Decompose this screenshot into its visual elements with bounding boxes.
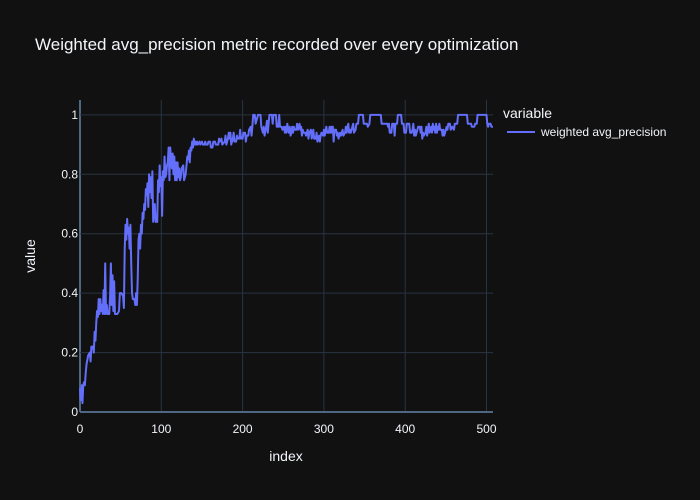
y-tick-label: 1 — [71, 108, 78, 122]
legend-label: weighted avg_precision — [540, 125, 666, 139]
x-tick-label: 400 — [395, 422, 415, 436]
y-tick-label: 0.4 — [61, 286, 78, 300]
y-tick-labels: 0 0.2 0.4 0.6 0.8 1 — [61, 108, 78, 419]
x-axis-title: index — [269, 448, 302, 464]
x-gridlines — [79, 100, 487, 412]
plot-area — [80, 100, 493, 412]
y-tick-label: 0 — [71, 405, 78, 419]
x-tick-label: 100 — [151, 422, 171, 436]
y-axis-title: value — [22, 239, 38, 273]
series-line-0[interactable] — [79, 113, 493, 405]
legend-title: variable — [503, 105, 552, 121]
y-tick-label: 0.6 — [61, 227, 78, 241]
x-tick-labels: 0 100 200 300 400 500 — [77, 422, 497, 436]
y-tick-label: 0.2 — [61, 346, 78, 360]
x-tick-label: 0 — [77, 422, 84, 436]
x-tick-label: 300 — [314, 422, 334, 436]
legend[interactable]: variable weighted avg_precision — [503, 105, 666, 139]
x-tick-label: 200 — [233, 422, 253, 436]
series-layer — [79, 113, 493, 405]
x-tick-label: 500 — [476, 422, 496, 436]
chart-title: Weighted avg_precision metric recorded o… — [35, 35, 518, 54]
y-tick-label: 0.8 — [61, 167, 78, 181]
